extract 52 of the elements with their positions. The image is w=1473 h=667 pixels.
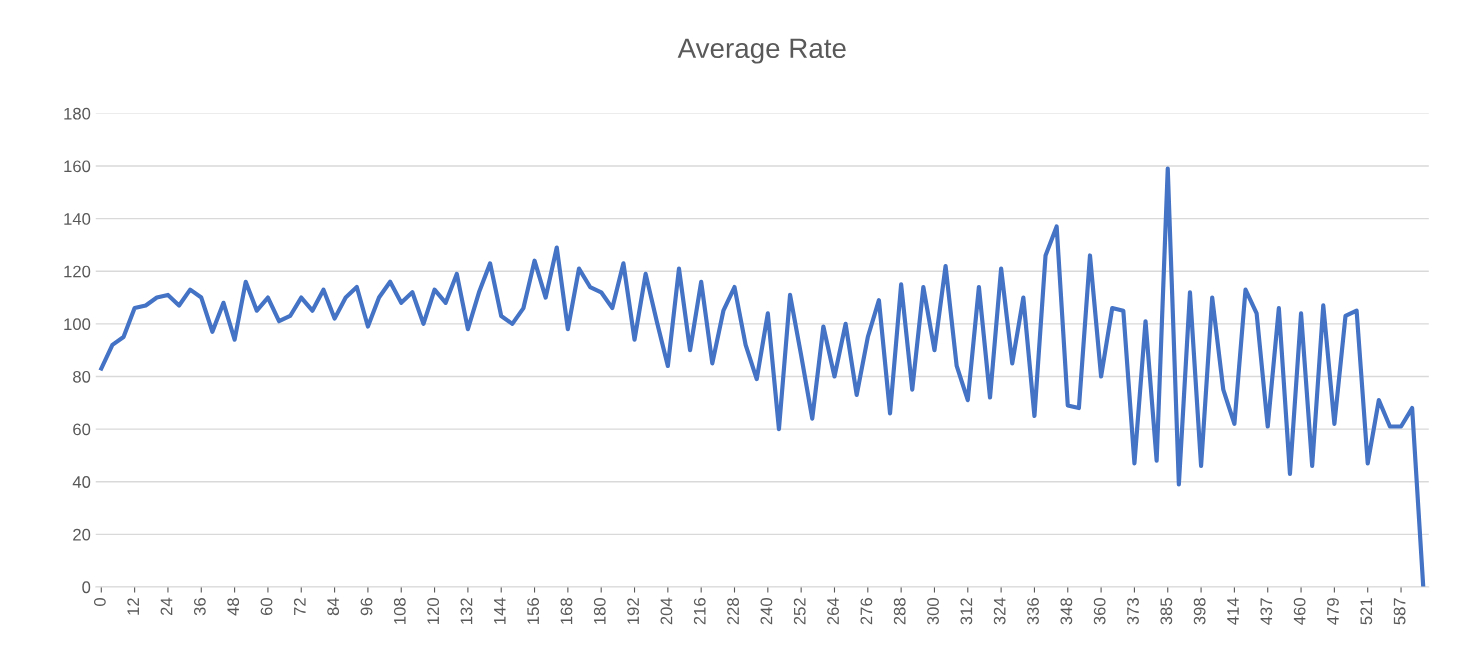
x-tick-label: 276	[860, 598, 873, 625]
x-tick-label: 60	[260, 598, 273, 616]
x-tick-label: 324	[993, 597, 1006, 625]
x-tick-label: 168	[560, 598, 573, 624]
x-tick-label: 348	[1060, 598, 1073, 625]
x-tick-label: 460	[1293, 598, 1306, 625]
y-tick-label: 80	[73, 370, 91, 383]
x-tick-label: 373	[1127, 598, 1139, 625]
x-tick-label: 414	[1227, 597, 1239, 625]
chart-title: Average Rate	[677, 38, 846, 64]
x-tick-label: 398	[1193, 598, 1206, 625]
x-tick-label: 300	[927, 598, 939, 625]
y-tick-label: 180	[64, 107, 91, 120]
x-tick-label: 264	[827, 597, 839, 625]
y-tick-label: 40	[72, 476, 91, 488]
x-tick-label: 144	[494, 597, 506, 624]
y-tick-label: 100	[64, 318, 91, 331]
x-tick-label: 0	[93, 598, 106, 606]
y-tick-label: 120	[64, 265, 91, 278]
x-tick-label: 240	[760, 598, 773, 625]
x-tick-label: 132	[460, 598, 473, 624]
x-tick-label: 192	[627, 598, 639, 624]
x-tick-label: 84	[327, 597, 340, 616]
line-series	[99, 166, 1426, 587]
x-tick-label: 360	[1093, 598, 1106, 625]
x-tick-label: 228	[727, 598, 739, 625]
x-tick-label: 204	[660, 597, 673, 625]
x-tick-label: 521	[1360, 598, 1373, 625]
y-tick-label: 140	[64, 213, 91, 225]
x-tick-label: 385	[1160, 598, 1173, 625]
x-tick-label: 120	[427, 598, 440, 624]
x-tick-label: 24	[160, 597, 173, 616]
x-tick-label: 479	[1327, 598, 1339, 625]
x-tick-label: 252	[793, 598, 806, 625]
y-tick-label: 60	[73, 423, 91, 436]
x-tick-label: 437	[1260, 598, 1273, 625]
x-tick-label: 96	[360, 598, 373, 616]
x-tick-label: 288	[893, 598, 906, 625]
x-tick-label: 72	[293, 598, 306, 616]
x-tick-label: 36	[193, 598, 206, 616]
x-tick-label: 216	[693, 598, 706, 625]
x-tick-label: 48	[227, 598, 240, 616]
y-tick-label: 0	[82, 581, 91, 594]
x-tick-label: 312	[960, 598, 973, 625]
x-tick-label: 180	[593, 598, 606, 624]
x-tick-label: 12	[127, 598, 139, 615]
x-tick-label: 156	[527, 598, 540, 624]
x-tick-label: 336	[1027, 598, 1039, 625]
x-tick-label: 108	[393, 598, 406, 624]
y-tick-label: 160	[64, 160, 91, 173]
y-tick-label: 20	[73, 528, 91, 541]
x-tick-label: 587	[1393, 598, 1406, 625]
